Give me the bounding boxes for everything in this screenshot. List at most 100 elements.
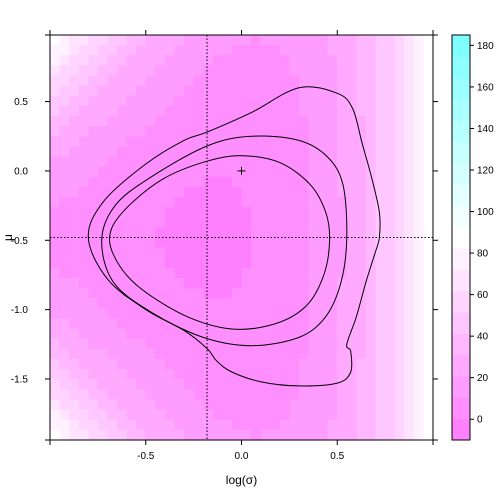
heatmap-cell xyxy=(298,247,310,259)
heatmap-cell xyxy=(241,359,252,370)
heatmap-cell xyxy=(117,379,128,390)
heatmap-cell xyxy=(69,359,80,370)
heatmap-cell xyxy=(298,55,310,66)
heatmap-cell xyxy=(107,227,118,239)
heatmap-cell xyxy=(365,166,377,178)
heatmap-cell xyxy=(423,379,434,390)
heatmap-cell xyxy=(117,126,128,137)
heatmap-cell xyxy=(155,85,166,97)
heatmap-cell xyxy=(423,156,434,168)
heatmap-cell xyxy=(59,75,70,87)
heatmap-cell xyxy=(337,156,348,168)
colorbar-tick-label: 60 xyxy=(477,290,489,301)
heatmap-cell xyxy=(78,379,89,390)
heatmap-cell xyxy=(279,55,290,66)
heatmap-cell xyxy=(155,278,166,289)
heatmap-cell xyxy=(145,288,156,299)
heatmap-cell xyxy=(356,146,367,158)
heatmap-cell xyxy=(356,389,367,401)
heatmap-cell xyxy=(88,45,99,56)
heatmap-cell xyxy=(212,389,223,401)
heatmap-cell xyxy=(231,105,243,117)
heatmap-cell xyxy=(222,146,233,158)
heatmap-cell xyxy=(385,85,396,97)
heatmap-cell xyxy=(184,318,195,330)
heatmap-cell xyxy=(184,429,195,441)
heatmap-cell xyxy=(136,65,147,77)
heatmap-cell xyxy=(59,267,70,279)
heatmap-cell xyxy=(394,348,405,360)
heatmap-cell xyxy=(117,105,128,117)
heatmap-cell xyxy=(346,95,357,107)
heatmap-cell xyxy=(193,55,204,66)
heatmap-cell xyxy=(164,136,176,147)
heatmap-cell xyxy=(145,298,156,309)
heatmap-cell xyxy=(164,369,176,380)
heatmap-cell xyxy=(375,348,386,360)
heatmap-cell xyxy=(423,308,434,320)
heatmap-cell xyxy=(251,156,262,168)
colorbar-cell xyxy=(452,120,470,143)
heatmap-cell xyxy=(356,288,367,299)
heatmap-cell xyxy=(69,267,80,279)
heatmap-cell xyxy=(241,328,252,340)
heatmap-cell xyxy=(97,35,109,46)
heatmap-cell xyxy=(222,429,233,441)
heatmap-cell xyxy=(318,217,329,228)
heatmap-cell xyxy=(260,288,271,299)
heatmap-cell xyxy=(270,257,281,269)
heatmap-cell xyxy=(107,95,118,107)
heatmap-cell xyxy=(298,176,310,188)
heatmap-cell xyxy=(88,379,99,390)
heatmap-cell xyxy=(184,75,195,87)
heatmap-cell xyxy=(231,237,243,249)
heatmap-cell xyxy=(184,369,195,380)
heatmap-cell xyxy=(251,55,262,66)
heatmap-cell xyxy=(97,146,109,158)
heatmap-cell xyxy=(318,55,329,66)
heatmap-cell xyxy=(327,308,338,320)
heatmap-cell xyxy=(78,338,89,350)
colorbar-cell xyxy=(452,162,470,185)
heatmap-cell xyxy=(69,75,80,87)
heatmap-cell xyxy=(107,267,118,279)
heatmap-cell xyxy=(212,267,223,279)
heatmap-cell xyxy=(212,379,223,390)
heatmap-cell xyxy=(69,389,80,401)
heatmap-cell xyxy=(69,419,80,431)
heatmap-cell xyxy=(318,126,329,137)
heatmap-cell xyxy=(117,328,128,340)
heatmap-cell xyxy=(260,237,271,249)
heatmap-cell xyxy=(404,267,415,279)
heatmap-cell xyxy=(308,298,319,309)
heatmap-cell xyxy=(337,399,348,411)
heatmap-cell xyxy=(318,75,329,87)
heatmap-cell xyxy=(289,65,300,77)
heatmap-cell xyxy=(241,207,252,218)
heatmap-cell xyxy=(308,338,319,350)
heatmap-cell xyxy=(279,126,290,137)
heatmap-cell xyxy=(241,409,252,421)
heatmap-cell xyxy=(385,227,396,239)
heatmap-cell xyxy=(346,247,357,259)
heatmap-cell xyxy=(337,85,348,97)
heatmap-cell xyxy=(174,166,185,178)
heatmap-cell xyxy=(413,176,425,188)
heatmap-cell xyxy=(222,328,233,340)
heatmap-cell xyxy=(174,298,185,309)
heatmap-cell xyxy=(88,146,99,158)
heatmap-cell xyxy=(375,278,386,289)
heatmap-cell xyxy=(251,176,262,188)
heatmap-cell xyxy=(356,298,367,309)
heatmap-cell xyxy=(50,35,61,46)
heatmap-cell xyxy=(298,348,310,360)
heatmap-cell xyxy=(279,399,290,411)
heatmap-cell xyxy=(365,369,377,380)
heatmap-cell xyxy=(346,369,357,380)
heatmap-cell xyxy=(298,318,310,330)
heatmap-cell xyxy=(337,65,348,77)
heatmap-cell xyxy=(126,75,137,87)
heatmap-cell xyxy=(394,409,405,421)
heatmap-cell xyxy=(155,237,166,249)
heatmap-cell xyxy=(164,45,176,56)
